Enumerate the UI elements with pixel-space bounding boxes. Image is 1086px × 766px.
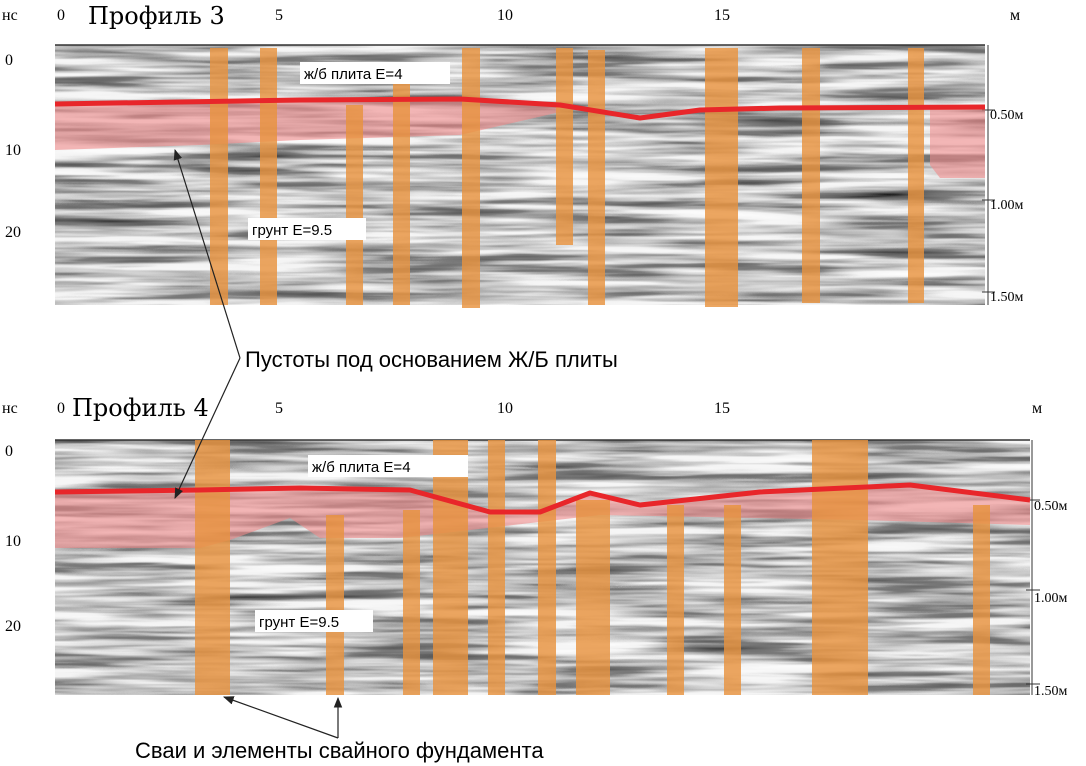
slab-boundary [54, 482, 1031, 515]
x-tick: 5 [275, 400, 283, 417]
y-tick: 0 [5, 443, 13, 460]
void-zone [930, 107, 985, 178]
depth-label: 0.50м [990, 108, 1024, 123]
x-unit: м [1032, 400, 1042, 417]
slab-boundary [54, 96, 986, 121]
title: Профиль 4 [72, 394, 209, 422]
x-tick: 10 [497, 7, 513, 24]
label-bg [248, 218, 366, 240]
slab-label: ж/б плита E=4 [312, 459, 411, 476]
depth-label: 1.00м [990, 198, 1024, 213]
arrows [173, 148, 343, 739]
x-tick: 5 [275, 7, 283, 24]
soil-label: грунт E=9.5 [259, 614, 339, 631]
y-unit: нс [2, 7, 18, 24]
piles [195, 440, 990, 695]
x-tick: 0 [57, 7, 65, 24]
x-unit: м [1010, 7, 1020, 24]
depth-label: 1.50м [1034, 684, 1068, 699]
depth-label: 1.50м [990, 290, 1024, 305]
label-bg [308, 455, 468, 477]
x-tick: 10 [497, 400, 513, 417]
piles [210, 48, 924, 308]
y-tick: 20 [5, 224, 21, 241]
x-tick: 15 [714, 7, 730, 24]
y-tick: 10 [5, 533, 21, 550]
y-tick: 10 [5, 142, 21, 159]
x-tick: 0 [57, 400, 65, 417]
profile-3: нс 0 Профиль 3 5 10 15 м 0 10 20 0.50м 1… [2, 2, 1024, 308]
profile-4: нс 0 Профиль 4 5 10 15 м 0 10 20 0.50м 1… [2, 394, 1068, 699]
voids-annotation: Пустоты под основанием Ж/Б плиты [245, 347, 618, 372]
label-bg [300, 62, 450, 84]
void-zone [55, 99, 560, 150]
soil-label: грунт E=9.5 [252, 222, 332, 239]
y-tick: 0 [5, 52, 13, 69]
depth-label: 1.00м [1034, 591, 1068, 606]
slab-label: ж/б плита E=4 [304, 66, 403, 83]
title: Профиль 3 [88, 2, 225, 30]
radargram [55, 45, 985, 305]
y-tick: 20 [5, 618, 21, 635]
depth-label: 0.50м [1034, 499, 1068, 514]
piles-annotation: Сваи и элементы свайного фундамента [135, 738, 544, 763]
y-unit: нс [2, 400, 18, 417]
label-bg [255, 610, 373, 632]
x-tick: 15 [714, 400, 730, 417]
